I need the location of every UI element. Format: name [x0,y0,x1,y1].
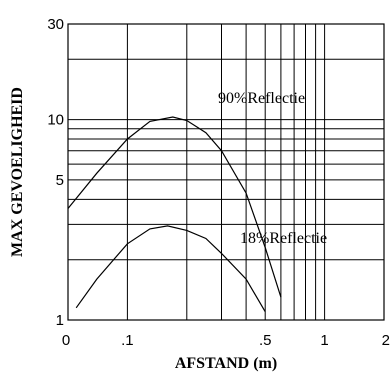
gridlines [68,24,384,321]
x-tick-label-4: 2 [382,332,390,349]
annotation-90-reflectie: 90%Reflectie [218,90,305,107]
y-axis-title: MAX GEVOELIGHEID [9,87,26,257]
x-tick-label-0: 0 [62,332,70,349]
annotation-18-reflectie: 18%Reflectie [240,230,327,247]
x-tick-label-2: .5 [259,332,272,349]
x-tick-label-1: .1 [121,332,134,349]
tick-labels: 0 .1 .5 1 2 1 5 10 30 [47,16,390,349]
y-tick-label-3: 30 [47,16,64,33]
curves [67,116,282,313]
x-tick-label-3: 1 [320,332,328,349]
y-tick-label-0: 1 [56,312,64,329]
y-tick-label-1: 5 [56,172,64,189]
series-line-90-reflectie [67,116,282,298]
series-line-18-reflectie [75,225,266,313]
plot-frame [67,23,385,321]
x-axis-title: AFSTAND (m) [175,355,277,372]
y-tick-label-2: 10 [47,112,64,129]
